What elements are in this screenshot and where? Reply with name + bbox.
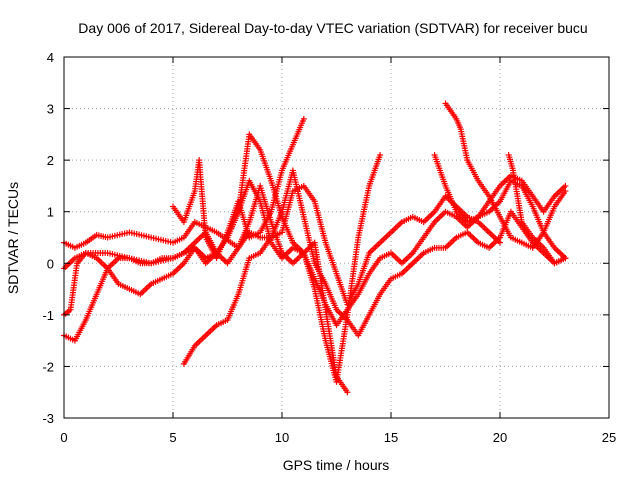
y-tick-label: 0	[47, 256, 54, 271]
data-point	[300, 115, 307, 122]
plot-frame	[63, 56, 610, 419]
y-tick-label: -3	[42, 411, 54, 426]
y-tick-label: -1	[42, 308, 54, 323]
x-tick-label: 20	[493, 430, 507, 445]
y-ticks: -3 -2 -1 0 1 2 3 4	[42, 50, 609, 426]
data-point	[562, 188, 569, 195]
chart-title: Day 006 of 2017, Sidereal Day-to-day VTE…	[78, 20, 587, 36]
y-axis-label: SDTVAR / TECUs	[5, 182, 21, 294]
x-ticks: 0 5 10 15 20 25	[60, 57, 616, 445]
y-tick-label: 4	[47, 50, 54, 65]
series-9	[505, 151, 569, 267]
x-tick-label: 15	[384, 430, 398, 445]
x-axis-label: GPS time / hours	[283, 457, 390, 473]
x-tick-label: 5	[169, 430, 176, 445]
y-tick-label: -2	[42, 359, 54, 374]
y-tick-label: 3	[47, 102, 54, 117]
x-tick-label: 0	[60, 430, 67, 445]
data-point	[562, 255, 569, 262]
data-point	[562, 182, 569, 189]
data-point	[497, 239, 503, 246]
grid	[64, 57, 609, 418]
y-tick-label: 2	[47, 153, 54, 168]
series-7	[431, 151, 569, 262]
series-8	[442, 100, 569, 251]
series-4	[61, 131, 384, 385]
data-point	[344, 389, 351, 396]
x-tick-label: 10	[275, 430, 289, 445]
series-6	[170, 115, 307, 262]
data-points	[61, 100, 569, 396]
x-tick-label: 25	[602, 430, 616, 445]
series-3	[61, 182, 351, 396]
data-point	[377, 151, 384, 158]
y-tick-label: 1	[47, 205, 54, 220]
